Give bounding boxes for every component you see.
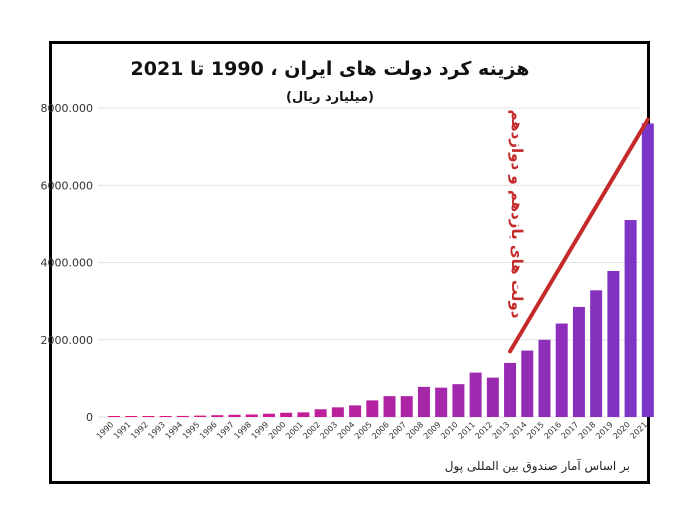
- bar-2000: [280, 412, 293, 417]
- bar-1997: [228, 414, 241, 417]
- bar-2003: [331, 407, 344, 417]
- trend-line: [508, 117, 650, 354]
- x-tick-label: 1994: [164, 420, 185, 441]
- trend-overlay: دولت های یازدهم و دوازدهم: [508, 110, 650, 354]
- x-tick-label: 2018: [577, 420, 598, 441]
- source-note: بر اساس آمار صندوق بین المللی پول: [444, 459, 630, 473]
- bar-2021: [641, 123, 654, 417]
- chart-title: هزینه کرد دولت های ایران ، 1990 تا 2021: [130, 58, 530, 80]
- x-tick-label: 1993: [146, 420, 167, 441]
- bar-2001: [297, 412, 310, 417]
- bar-1994: [176, 415, 189, 417]
- bar-2018: [590, 290, 603, 417]
- bar-2004: [349, 405, 362, 417]
- chart-subtitle: (میلیارد ریال): [286, 90, 374, 105]
- bar-2016: [555, 323, 568, 417]
- x-tick-label: 2003: [319, 420, 340, 441]
- x-tick-label: 2004: [336, 420, 357, 441]
- bar-2002: [314, 409, 327, 417]
- y-tick-label: 6000.000: [41, 179, 94, 192]
- x-tick-label: 2002: [301, 420, 322, 441]
- bar-2007: [400, 396, 413, 417]
- x-tick-label: 2013: [491, 420, 512, 441]
- x-tick-label: 2017: [560, 420, 581, 441]
- x-tick-label: 1990: [95, 420, 116, 441]
- x-tick-label: 2005: [353, 420, 374, 441]
- bar-2017: [572, 306, 585, 417]
- bar-2010: [452, 384, 465, 417]
- bar-1995: [194, 415, 207, 417]
- x-tick-label: 1999: [250, 420, 271, 441]
- bar-2008: [417, 386, 430, 417]
- x-tick-label: 1996: [198, 420, 219, 441]
- x-tick-label: 2021: [628, 420, 649, 441]
- bar-2020: [624, 220, 637, 417]
- bar-1990: [108, 416, 120, 417]
- x-tick-label: 2020: [611, 420, 632, 441]
- x-tick-label: 2019: [594, 420, 615, 441]
- x-tick-label: 2008: [405, 420, 426, 441]
- x-tick-label: 1992: [129, 420, 150, 441]
- y-tick-label: 0: [86, 411, 93, 424]
- bar-2012: [486, 377, 499, 417]
- bars: [108, 123, 654, 417]
- x-tick-label: 1995: [181, 420, 202, 441]
- trend-annotation: دولت های یازدهم و دوازدهم: [508, 110, 526, 319]
- x-tick-label: 2000: [267, 420, 288, 441]
- bar-2011: [469, 372, 482, 417]
- bar-1996: [211, 415, 224, 417]
- bar-2006: [383, 396, 396, 417]
- x-tick-label: 2007: [387, 420, 408, 441]
- bar-2014: [521, 350, 534, 417]
- x-tick-label: 2006: [370, 420, 391, 441]
- x-tick-label: 2011: [456, 420, 477, 441]
- x-tick-label: 2010: [439, 420, 460, 441]
- x-tick-label: 2014: [508, 420, 529, 441]
- x-tick-label: 1997: [215, 420, 236, 441]
- bar-2013: [504, 362, 517, 417]
- x-tick-label: 2012: [473, 420, 494, 441]
- bar-1991: [125, 416, 138, 417]
- y-tick-label: 4000.000: [41, 257, 94, 270]
- bar-2005: [366, 400, 379, 417]
- y-tick-label: 2000.000: [41, 334, 94, 347]
- y-tick-label: 8000.000: [41, 102, 94, 115]
- x-tick-label: 2016: [542, 420, 563, 441]
- x-tick-label: 2015: [525, 420, 546, 441]
- bar-1992: [142, 416, 155, 417]
- bar-1998: [245, 414, 258, 417]
- x-tick-label: 2009: [422, 420, 443, 441]
- x-tick-label: 2001: [284, 420, 305, 441]
- bar-2019: [607, 270, 620, 417]
- bar-2009: [435, 387, 448, 417]
- bar-1993: [159, 416, 172, 417]
- x-axis-ticks: 1990199119921993199419951996199719981999…: [95, 420, 650, 441]
- x-tick-label: 1998: [232, 420, 253, 441]
- bar-2015: [538, 339, 551, 417]
- x-tick-label: 1991: [112, 420, 133, 441]
- bar-1999: [262, 413, 275, 417]
- y-axis-ticks: 0 2000.000 4000.000 6000.000 8000.000: [41, 102, 94, 424]
